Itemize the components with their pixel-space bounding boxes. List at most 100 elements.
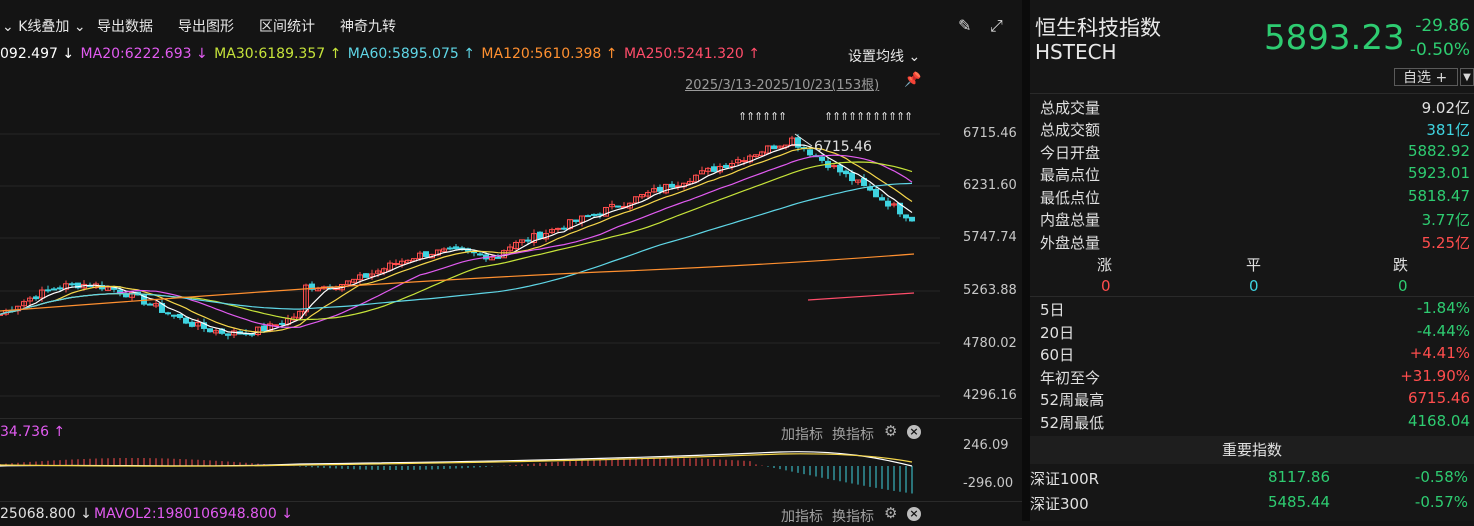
candle-body [675, 185, 681, 188]
draw-brush-icon[interactable]: ✎ [958, 16, 972, 35]
perf-value: +4.41% [1409, 344, 1470, 362]
gear-icon[interactable]: ⚙ [884, 422, 898, 440]
flat-count: 0 [1249, 277, 1259, 295]
candle-body [603, 206, 609, 217]
candle-body [717, 165, 723, 173]
export-data-button[interactable]: 导出数据 [97, 19, 153, 35]
price-axis-label: 4780.02 [963, 336, 1017, 351]
export-chart-button[interactable]: 导出图形 [178, 19, 234, 35]
chart-toolbar: ⌄ K线叠加 ⌄ 导出数据 导出图形 区间统计 神奇九转 ✎ ⤢ [0, 8, 1022, 42]
magic-nine-marker: ⇑ [872, 110, 881, 123]
candle-body [369, 273, 375, 277]
candle-body [711, 166, 717, 172]
candle-body [645, 192, 651, 197]
candle-body [513, 242, 519, 250]
panel-splitter[interactable] [1022, 0, 1030, 521]
switch-indicator-button[interactable]: 换指标 [832, 427, 874, 443]
high-marker-label: 6715.46 [814, 139, 872, 155]
candle-body [705, 167, 711, 172]
range-stats-button[interactable]: 区间统计 [259, 19, 315, 35]
add-indicator-button[interactable]: 加指标 [781, 509, 823, 525]
magic-nine-marker: ⇑ [754, 110, 763, 123]
ma-line [0, 182, 913, 315]
index-row[interactable]: 深证300 5485.44 -0.57% [1030, 493, 1474, 517]
kline-chart[interactable]: ⇑⇑⇑⇑⇑⇑ ⇑⇑⇑⇑⇑⇑⇑⇑⇑⇑⇑ [0, 96, 1022, 418]
stat-value: 3.77亿 [1421, 211, 1470, 229]
index-row[interactable]: 深证100R 8117.86 -0.58% [1030, 468, 1474, 492]
candle-body [147, 303, 153, 306]
candle-body [27, 297, 33, 302]
pin-icon[interactable]: 📌 [904, 72, 922, 88]
price-axis-label: 5747.74 [963, 230, 1017, 245]
close-icon[interactable]: × [907, 507, 921, 521]
set-ma-button[interactable]: 设置均线 ⌄ [848, 49, 921, 65]
candle-body [723, 164, 729, 169]
index-row-price: 5485.44 [1267, 493, 1330, 511]
candle-body [153, 303, 159, 307]
stat-value: 381亿 [1426, 121, 1470, 139]
candle-body [351, 278, 357, 283]
candle-body [699, 170, 705, 175]
price-axis-label: 4296.16 [963, 388, 1017, 403]
magic-nine-button[interactable]: 神奇九转 [340, 19, 396, 35]
stat-row: 最低点位 5818.47 [1040, 187, 1470, 209]
kline-overlay-menu[interactable]: ⌄ K线叠加 ⌄ [2, 19, 86, 35]
separator [1030, 296, 1474, 297]
magic-nine-marker: ⇑ [864, 110, 873, 123]
ma-legend-item: MA30:6189.357 ↑ [214, 46, 342, 62]
macd-chart[interactable] [0, 440, 940, 500]
magic-nine-marker: ⇑ [762, 110, 771, 123]
candle-body [807, 149, 813, 156]
candle-body [789, 137, 795, 147]
candle-body [177, 313, 183, 318]
perf-row: 60日 +4.41% [1040, 344, 1470, 366]
candle-body [591, 213, 597, 216]
perf-row: 52周最高 6715.46 [1040, 389, 1470, 411]
candle-body [477, 253, 483, 256]
perf-value: 6715.46 [1407, 389, 1470, 407]
add-indicator-button[interactable]: 加指标 [781, 427, 823, 443]
fullscreen-icon[interactable]: ⤢ [990, 16, 1003, 35]
price-axis-label: 6231.60 [963, 178, 1017, 193]
magic-nine-marker: ⇑ [840, 110, 849, 123]
index-row-price: 8117.86 [1267, 468, 1330, 486]
ma-legend-item: MA60:5895.075 ↑ [347, 46, 475, 62]
date-range-label[interactable]: 2025/3/13-2025/10/23(153根) [685, 78, 880, 93]
candle-body [585, 215, 591, 218]
candle-body [615, 205, 621, 208]
add-favorite-button[interactable]: 自选 + [1394, 68, 1458, 86]
stat-label: 最低点位 [1040, 189, 1101, 207]
perf-label: 52周最高 [1040, 391, 1105, 409]
candle-body [273, 324, 279, 327]
index-row-name: 深证300 [1030, 495, 1089, 513]
candle-body [879, 197, 885, 201]
perf-value: -4.44% [1416, 322, 1470, 340]
candle-body [69, 283, 75, 286]
candle-body [171, 314, 177, 317]
candle-body [189, 321, 195, 327]
switch-indicator-button[interactable]: 换指标 [832, 509, 874, 525]
candle-body [891, 203, 897, 206]
favorite-dropdown-icon[interactable]: ▼ [1460, 68, 1474, 86]
dea-line [0, 453, 913, 467]
candle-body [639, 194, 645, 198]
index-name: 恒生科技指数 [1035, 16, 1161, 40]
magic-nine-marker: ⇑ [848, 110, 857, 123]
candle-body [909, 216, 915, 222]
candle-body [525, 239, 531, 242]
ma250-line [807, 292, 915, 301]
gear-icon[interactable]: ⚙ [884, 504, 898, 522]
candle-body [141, 294, 147, 305]
stat-label: 外盘总量 [1040, 234, 1101, 252]
candle-body [819, 156, 825, 161]
up-count-label: 涨 [1097, 256, 1113, 274]
candle-body [201, 322, 207, 329]
candle-body [507, 246, 513, 252]
down-count: 0 [1398, 277, 1408, 295]
stat-label: 最高点位 [1040, 166, 1101, 184]
perf-label: 52周最低 [1040, 414, 1105, 432]
candle-body [537, 231, 543, 240]
important-indices-header[interactable]: 重要指数 [1030, 436, 1474, 464]
perf-row: 年初至今 +31.90% [1040, 367, 1470, 389]
close-icon[interactable]: × [907, 425, 921, 439]
